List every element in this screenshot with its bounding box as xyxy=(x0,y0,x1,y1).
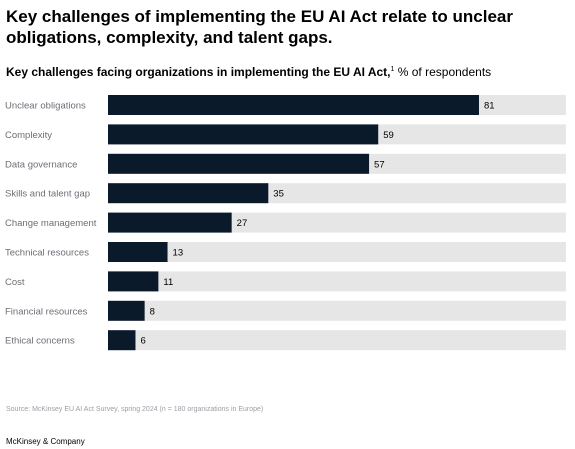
category-label: Data governance xyxy=(5,159,77,170)
chart-title: Key challenges of implementing the EU AI… xyxy=(6,7,513,47)
value-label: 35 xyxy=(273,189,284,200)
bar-track xyxy=(108,330,566,351)
category-label: Complexity xyxy=(5,130,52,141)
bar-chart: Unclear obligations 81 Complexity 59 Data go… xyxy=(5,95,566,351)
category-label: Unclear obligations xyxy=(5,101,86,112)
value-label: 27 xyxy=(237,218,248,229)
value-label: 81 xyxy=(484,101,495,112)
value-label: 57 xyxy=(374,159,385,170)
value-label: 59 xyxy=(383,130,394,141)
subtitle-bold: Key challenges facing organizations in i… xyxy=(6,65,391,79)
subtitle-unit: % of respondents xyxy=(394,65,492,79)
category-label: Skills and talent gap xyxy=(5,189,90,200)
bar xyxy=(108,212,232,233)
value-label: 8 xyxy=(150,306,155,317)
category-label: Technical resources xyxy=(5,248,89,259)
category-label: Financial resources xyxy=(5,306,88,317)
bar-track xyxy=(108,242,566,262)
bar xyxy=(108,153,370,174)
category-label: Change management xyxy=(5,218,97,229)
footnote-marker: 1 xyxy=(390,66,395,73)
chart-subtitle: Key challenges facing organizations in i… xyxy=(6,62,568,80)
bar xyxy=(108,300,145,321)
value-label: 11 xyxy=(163,277,173,288)
bar xyxy=(108,242,168,262)
category-label: Cost xyxy=(5,277,25,288)
source-note: Source: McKinsey EU AI Act Survey, sprin… xyxy=(6,406,264,413)
bar xyxy=(108,95,479,115)
bar xyxy=(108,271,159,292)
value-label: 13 xyxy=(173,248,184,259)
bar xyxy=(108,124,379,145)
brand-logo-text: McKinsey & Company xyxy=(6,437,85,446)
category-label: Ethical concerns xyxy=(5,336,75,347)
bar-track xyxy=(108,300,566,321)
bar xyxy=(108,183,269,204)
bar-track xyxy=(108,271,566,292)
bar xyxy=(108,330,136,351)
value-label: 6 xyxy=(140,336,145,347)
